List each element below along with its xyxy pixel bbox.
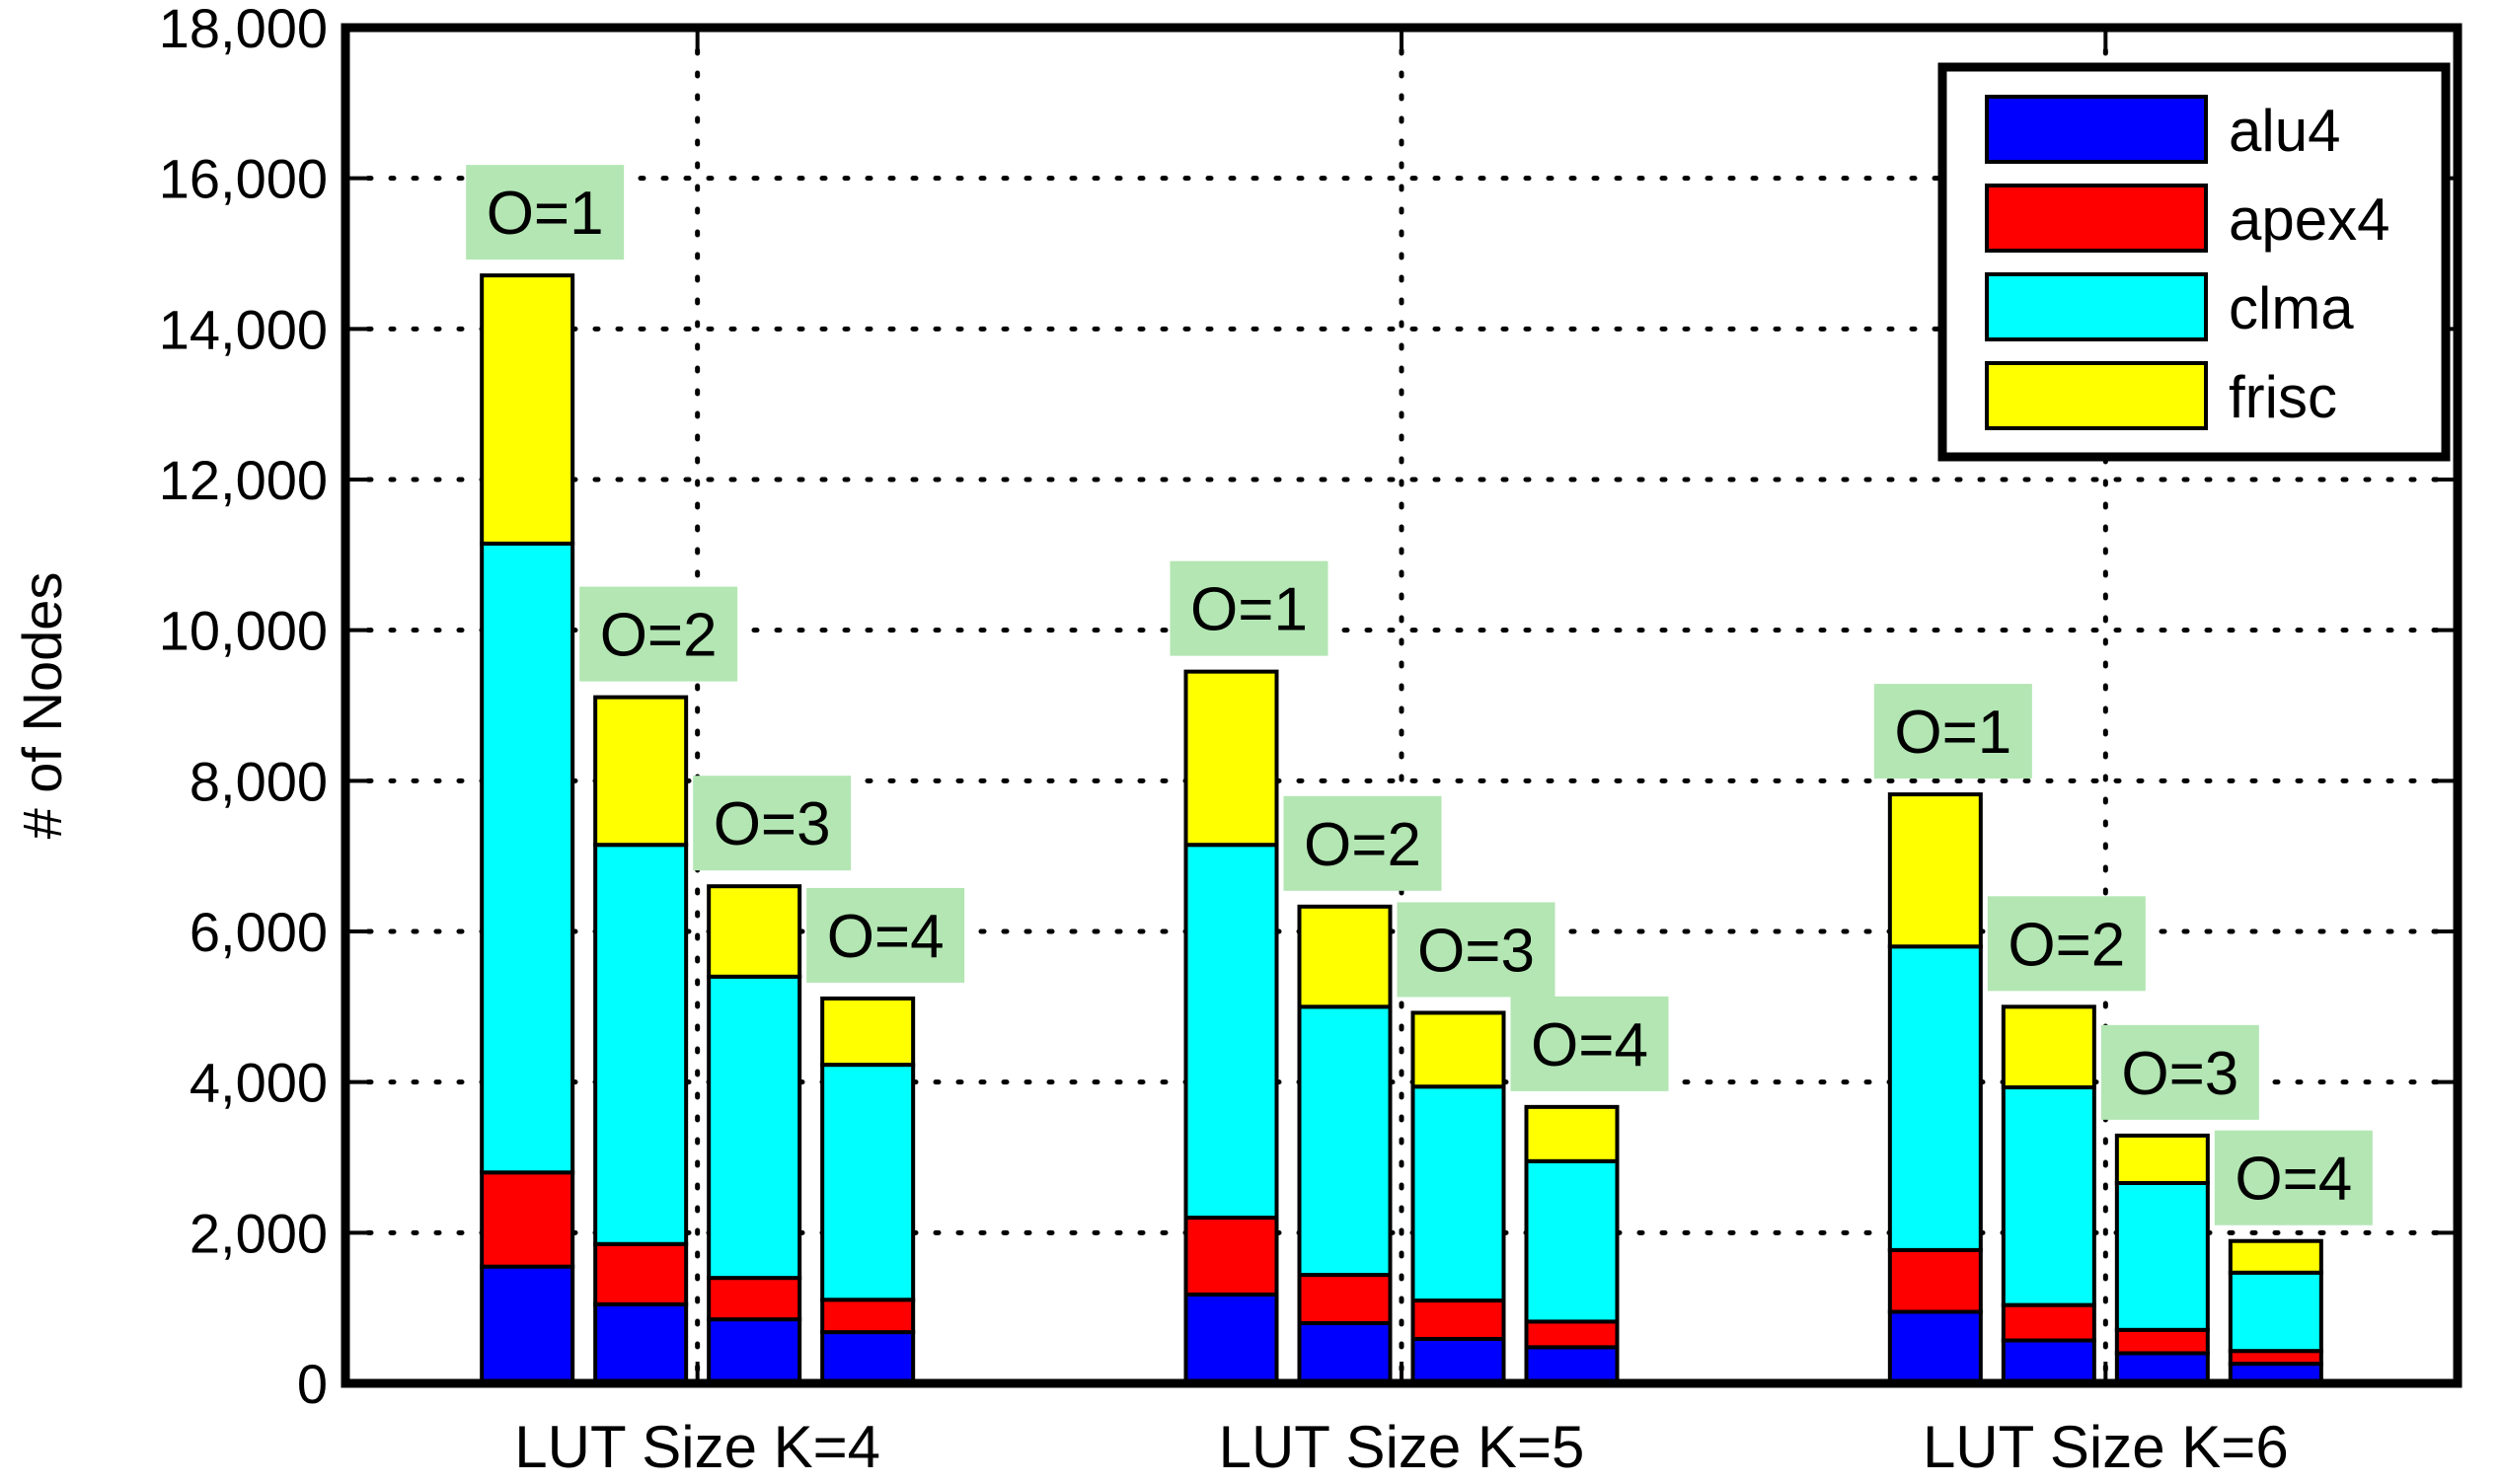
legend-swatch-clma	[1985, 272, 2208, 341]
o-label-box	[1987, 896, 2146, 992]
bar-segment-apex4	[1183, 1216, 1279, 1297]
o-label: O=3	[714, 790, 831, 858]
o-label-box	[1170, 560, 1328, 656]
x-category-label: LUT Size K=5	[1219, 1414, 1585, 1480]
bar-segment-alu4	[593, 1301, 689, 1385]
legend-label-apex4: apex4	[2229, 186, 2389, 253]
bar-segment-apex4	[593, 1241, 689, 1306]
y-tick-label: 0	[297, 1353, 328, 1415]
bar-segment-apex4	[2114, 1327, 2210, 1356]
legend-label-clma: clma	[2229, 275, 2354, 341]
o-label: O=1	[1894, 699, 2011, 767]
bar-segment-alu4	[1183, 1292, 1279, 1385]
bar-segment-apex4	[820, 1298, 916, 1335]
o-label-box	[579, 586, 738, 682]
bar-segment-frisc	[2114, 1133, 2210, 1185]
bar-segment-frisc	[1183, 669, 1279, 848]
o-label: O=2	[600, 602, 718, 670]
legend: alu4 apex4 clma frisc	[1937, 62, 2451, 462]
o-label: O=1	[487, 180, 604, 248]
y-axis-ticks: 0 2,000 4,000 6,000 8,000 10,000 12,000 14,000 1…	[159, 0, 2458, 1415]
o-label-box	[1873, 684, 2032, 779]
bar-segment-alu4	[1887, 1309, 1983, 1385]
o-label-box	[806, 887, 965, 983]
bar-segment-frisc	[480, 273, 575, 546]
bar-segment-frisc	[1524, 1104, 1620, 1163]
o-label: O=4	[827, 903, 945, 971]
bar-segment-frisc	[593, 695, 689, 848]
o-label-box	[1510, 996, 1669, 1091]
bar-segment-alu4	[1410, 1336, 1506, 1386]
legend-label-alu4: alu4	[2229, 98, 2340, 164]
x-axis-category-labels: LUT Size K=4 LUT Size K=5 LUT Size K=6	[514, 1414, 2288, 1480]
o-label: O=4	[2235, 1146, 2352, 1214]
bar-segment-clma	[2001, 1085, 2096, 1307]
o-label-box	[466, 165, 625, 260]
o-label: O=2	[2008, 911, 2125, 979]
legend-swatch-alu4	[1985, 95, 2208, 164]
bar-segment-alu4	[2114, 1351, 2210, 1386]
bar-segment-apex4	[2001, 1302, 2096, 1343]
o-label: O=3	[1417, 917, 1535, 985]
legend-swatch-frisc	[1985, 361, 2208, 430]
o-label-box	[1283, 795, 1442, 891]
bar-o-labels: O=1 O=2 O=3 O=4 O=1 O=2 O=3 O=4 O=1 O=2 O=3 O=4	[466, 165, 2373, 1225]
legend-label-frisc: frisc	[2229, 364, 2337, 430]
bar-segment-frisc	[1410, 1010, 1506, 1089]
bar-segment-frisc	[1297, 904, 1393, 1009]
x-category-label: LUT Size K=6	[1923, 1414, 2289, 1480]
bar-segment-alu4	[2001, 1338, 2096, 1385]
bar-segment-alu4	[1297, 1320, 1393, 1386]
bar-segment-frisc	[2001, 1004, 2096, 1090]
bar-segment-alu4	[480, 1264, 575, 1386]
o-label: O=1	[1190, 576, 1308, 644]
bar-segment-apex4	[1410, 1298, 1506, 1341]
y-axis-title: # of Nodes	[11, 572, 73, 840]
bar-segment-clma	[1183, 843, 1279, 1221]
bars	[480, 273, 2323, 1386]
o-label: O=3	[2121, 1040, 2238, 1108]
bar-segment-clma	[593, 843, 689, 1246]
y-tick-label: 10,000	[159, 600, 328, 662]
o-label-box	[1397, 902, 1555, 998]
bar-segment-clma	[1297, 1004, 1393, 1278]
y-tick-label: 12,000	[159, 449, 328, 511]
bar-segment-apex4	[1297, 1273, 1393, 1325]
legend-swatch-apex4	[1985, 184, 2208, 253]
bar-segment-alu4	[707, 1317, 802, 1386]
bar-segment-frisc	[820, 996, 916, 1068]
y-tick-label: 18,000	[159, 0, 328, 59]
bar-segment-alu4	[1524, 1345, 1620, 1385]
bar-segment-clma	[707, 974, 802, 1281]
o-label-box	[2100, 1024, 2259, 1120]
y-tick-label: 4,000	[190, 1052, 328, 1114]
y-tick-label: 14,000	[159, 298, 328, 360]
bar-segment-apex4	[1524, 1319, 1620, 1350]
bar-segment-frisc	[1887, 792, 1983, 949]
x-category-label: LUT Size K=4	[514, 1414, 880, 1480]
bar-segment-clma	[480, 541, 575, 1175]
o-label-box	[2214, 1130, 2373, 1225]
y-tick-label: 16,000	[159, 148, 328, 210]
bar-segment-alu4	[820, 1330, 916, 1386]
bar-segment-clma	[2114, 1180, 2210, 1332]
bar-segment-apex4	[480, 1170, 575, 1269]
bar-segment-apex4	[1887, 1247, 1983, 1314]
bar-segment-clma	[1887, 944, 1983, 1252]
o-label-box	[693, 776, 852, 871]
bar-segment-clma	[2228, 1270, 2323, 1354]
o-label: O=2	[1304, 811, 1421, 879]
y-tick-label: 8,000	[190, 750, 328, 812]
bar-segment-apex4	[707, 1276, 802, 1322]
y-tick-label: 6,000	[190, 901, 328, 963]
y-tick-label: 2,000	[190, 1202, 328, 1264]
bar-segment-clma	[1410, 1084, 1506, 1303]
bar-segment-frisc	[707, 884, 802, 979]
bar-segment-clma	[1524, 1158, 1620, 1324]
o-label: O=4	[1531, 1011, 1648, 1079]
bar-segment-clma	[820, 1063, 916, 1302]
bar-segment-frisc	[2228, 1238, 2323, 1275]
